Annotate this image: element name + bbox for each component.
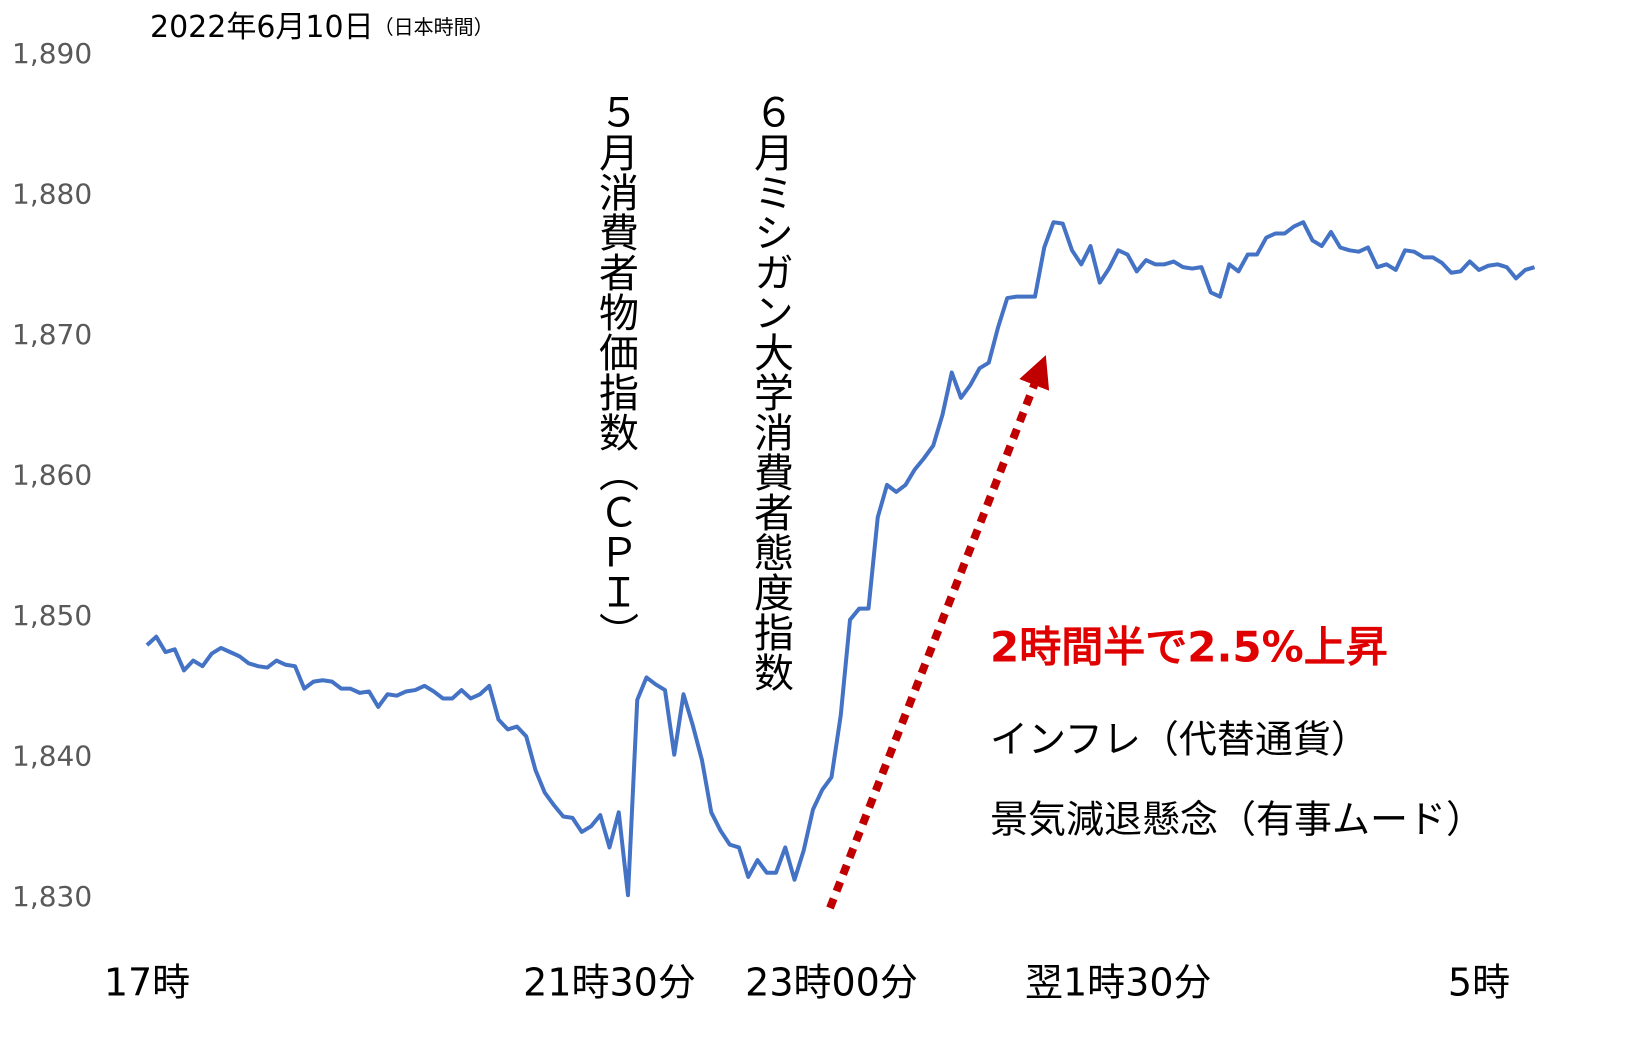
chart-title: 2022年6月10日（日本時間） (150, 10, 494, 45)
y-tick-label: 1,890 (12, 37, 92, 70)
title: 2022年6月10日 (150, 10, 374, 45)
y-tick-label: 1,860 (12, 459, 92, 492)
rise-arrow (826, 355, 1050, 910)
y-tick-label: 1,830 (12, 880, 92, 913)
x-tick-label: 17時 (104, 961, 190, 1005)
price-line (145, 220, 1536, 898)
x-tick-label: 5時 (1448, 961, 1510, 1005)
rise-annotation: 2時間半で2.5%上昇 (990, 623, 1388, 672)
subtitle: （日本時間） (374, 15, 494, 39)
cpi-annotation: ５月消費者物価指数（ＣＰＩ） (592, 92, 639, 652)
inflation-annotation: インフレ（代替通貨） (990, 718, 1369, 762)
y-tick-label: 1,850 (12, 599, 92, 632)
x-tick-label: 21時30分 (523, 961, 696, 1005)
y-tick-label: 1,870 (12, 318, 92, 351)
x-tick-label: 翌1時30分 (1025, 961, 1212, 1005)
x-tick-label: 23時00分 (745, 961, 918, 1005)
y-tick-label: 1,840 (12, 740, 92, 773)
y-tick-label: 1,880 (12, 178, 92, 211)
michigan-annotation: ６月ミシガン大学消費者態度指数 (747, 92, 793, 692)
recession-annotation: 景気減退懸念（有事ムード） (990, 798, 1484, 842)
